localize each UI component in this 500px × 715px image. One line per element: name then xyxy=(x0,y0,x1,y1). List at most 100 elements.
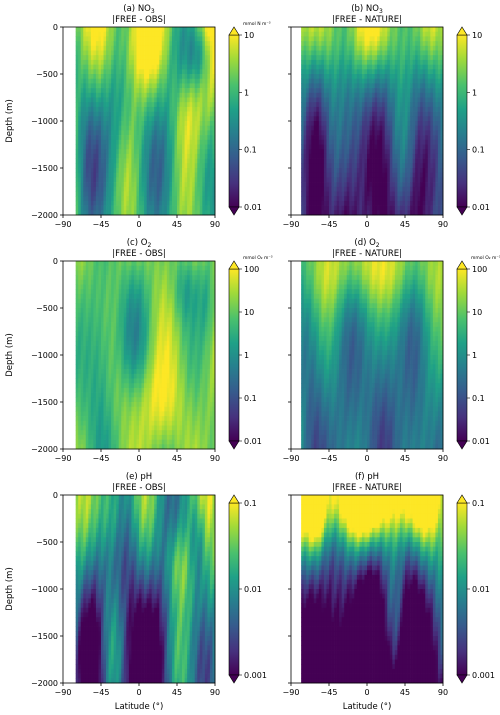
heatmap-cell xyxy=(75,378,79,384)
heatmap-cell xyxy=(336,31,340,37)
heatmap-cell xyxy=(420,36,424,42)
heatmap-cell xyxy=(126,45,130,51)
heatmap-cell xyxy=(364,205,368,211)
heatmap-cell xyxy=(141,83,145,89)
heatmap-cell xyxy=(80,261,84,267)
heatmap-cell xyxy=(78,27,82,33)
heatmap-cell xyxy=(131,111,135,117)
heatmap-cell xyxy=(164,55,168,61)
heatmap-cell xyxy=(437,74,441,80)
heatmap-cell xyxy=(161,210,165,216)
heatmap-cell xyxy=(192,186,196,192)
heatmap-cell xyxy=(334,139,337,145)
heatmap-cell xyxy=(113,27,117,33)
heatmap-cell xyxy=(139,97,142,103)
heatmap-cell xyxy=(113,135,117,141)
heatmap-cell xyxy=(95,88,99,94)
heatmap-cell xyxy=(88,261,92,267)
heatmap-cell xyxy=(379,135,383,141)
heatmap-cell xyxy=(389,130,393,136)
heatmap-cell xyxy=(111,64,115,70)
heatmap-cell xyxy=(364,31,368,37)
heatmap-cell xyxy=(318,102,322,108)
heatmap-cell xyxy=(344,177,348,183)
heatmap-cell xyxy=(169,196,173,202)
heatmap-cell xyxy=(182,182,185,188)
x-tick-label: 90 xyxy=(438,220,448,229)
heatmap-cell xyxy=(397,55,401,61)
heatmap-cell xyxy=(202,69,206,75)
heatmap-cell xyxy=(306,27,310,33)
heatmap-cell xyxy=(113,106,117,112)
heatmap-cell xyxy=(189,92,193,98)
heatmap-cell xyxy=(346,88,350,94)
heatmap-cell xyxy=(367,177,370,183)
heatmap-cell xyxy=(141,158,145,164)
heatmap-cell xyxy=(316,200,320,206)
heatmap-cell xyxy=(204,130,208,136)
heatmap-cell xyxy=(133,59,137,65)
heatmap-cell xyxy=(323,83,327,89)
heatmap-cell xyxy=(427,31,431,37)
heatmap-cell xyxy=(306,182,310,188)
heatmap-cell xyxy=(80,55,84,61)
heatmap-cell xyxy=(437,130,441,136)
heatmap-cell xyxy=(156,83,160,89)
heatmap-cell xyxy=(103,168,107,174)
heatmap-cell xyxy=(354,74,358,80)
heatmap-cell xyxy=(402,182,406,188)
heatmap-cell xyxy=(151,163,155,169)
heatmap-cell xyxy=(415,74,419,80)
heatmap-cell xyxy=(98,196,102,202)
heatmap-cell xyxy=(139,177,142,183)
heatmap-cell xyxy=(354,88,358,94)
heatmap-cell xyxy=(202,27,206,33)
heatmap-cell xyxy=(90,200,94,206)
heatmap-cell xyxy=(80,411,84,417)
heatmap-cell xyxy=(336,116,340,122)
heatmap-cell xyxy=(349,149,353,155)
heatmap-cell xyxy=(83,121,87,127)
heatmap-cell xyxy=(382,69,386,75)
heatmap-cell xyxy=(75,182,79,188)
heatmap-cell xyxy=(192,50,196,56)
heatmap-cell xyxy=(85,331,89,337)
heatmap-cell xyxy=(98,317,102,323)
heatmap-cell xyxy=(308,64,312,70)
heatmap-cell xyxy=(204,64,208,70)
heatmap-cell xyxy=(313,139,317,145)
heatmap-cell xyxy=(171,210,175,216)
heatmap-cell xyxy=(361,172,365,178)
heatmap-cell xyxy=(151,144,155,150)
heatmap-cell xyxy=(108,116,112,122)
heatmap-cell xyxy=(301,200,305,206)
heatmap-cell xyxy=(323,27,327,33)
heatmap-cell xyxy=(440,106,444,112)
heatmap-cell xyxy=(407,139,411,145)
heatmap-cell xyxy=(372,210,375,216)
heatmap-cell xyxy=(156,139,160,145)
heatmap-cell xyxy=(146,196,150,202)
heatmap-cell xyxy=(402,172,406,178)
heatmap-cell xyxy=(101,359,104,365)
heatmap-cell xyxy=(349,102,353,108)
heatmap-cell xyxy=(323,92,327,98)
heatmap-cell xyxy=(377,78,381,84)
heatmap-cell xyxy=(361,182,365,188)
heatmap-cell xyxy=(407,158,411,164)
heatmap-cell xyxy=(329,186,332,192)
heatmap-cell xyxy=(397,153,401,159)
heatmap-cell xyxy=(313,158,317,164)
heatmap-cell xyxy=(103,59,107,65)
heatmap-cell xyxy=(331,200,335,206)
heatmap-cell xyxy=(85,378,89,384)
heatmap-cell xyxy=(103,182,107,188)
heatmap-cell xyxy=(435,125,439,131)
heatmap-cell xyxy=(321,191,325,197)
heatmap-cell xyxy=(420,111,424,117)
heatmap-cell xyxy=(151,168,155,174)
heatmap-cell xyxy=(149,121,153,127)
heatmap-cell xyxy=(123,69,127,75)
heatmap-cell xyxy=(98,411,102,417)
heatmap-cell xyxy=(367,83,370,89)
